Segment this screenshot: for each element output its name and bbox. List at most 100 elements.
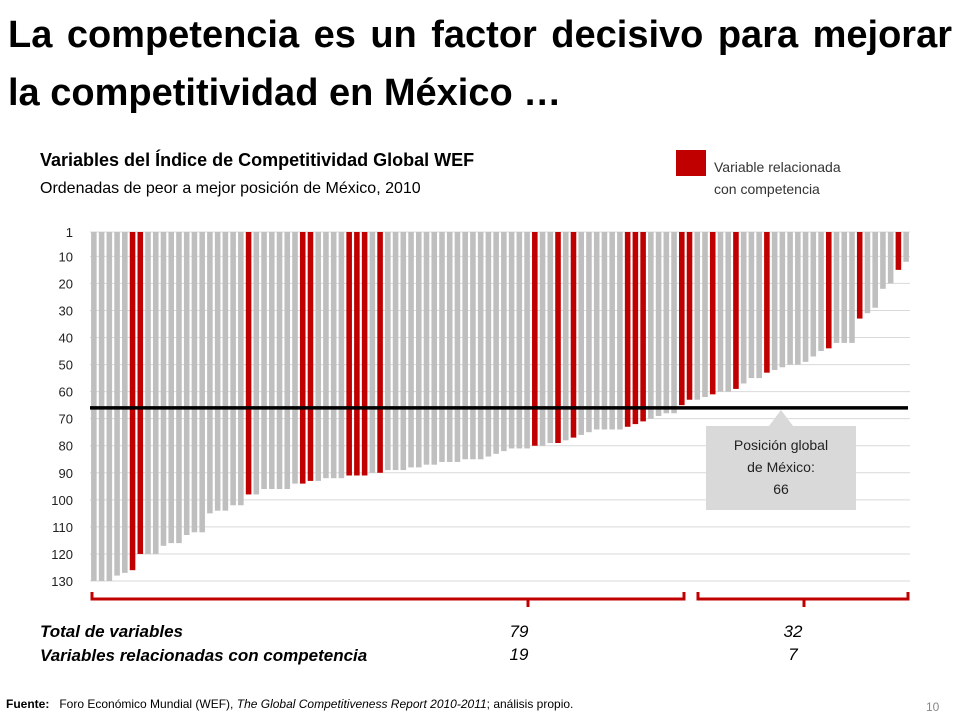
bar	[230, 232, 236, 506]
bar	[756, 232, 762, 379]
bar-competition	[825, 232, 832, 349]
callout-line3: 66	[773, 481, 789, 497]
callout-line2: de México:	[747, 459, 815, 475]
summary-related-label: Variables relacionadas con competencia	[40, 646, 368, 665]
bar	[648, 232, 654, 419]
summary-left-total: 79	[509, 622, 529, 641]
bar-competition	[299, 232, 306, 484]
page-title: La competencia es un factor decisivo par…	[8, 14, 952, 114]
bar	[338, 232, 345, 479]
bar	[501, 232, 507, 452]
bar-competition	[686, 232, 693, 400]
bar	[415, 232, 422, 468]
y-tick-label: 10	[59, 249, 73, 264]
bar	[446, 232, 453, 462]
bar	[292, 232, 298, 484]
bar-competition	[346, 232, 352, 476]
bar	[439, 232, 445, 462]
bar	[887, 232, 894, 284]
chart-subtitle: Ordenadas de peor a mejor posición de Mé…	[40, 180, 421, 197]
bar	[578, 232, 585, 435]
y-tick-label: 70	[59, 412, 73, 427]
source-note: Fuente: Foro Económico Mundial (WEF), The…	[6, 697, 573, 711]
bar	[609, 232, 615, 430]
bar-competition	[570, 232, 577, 438]
bar	[462, 232, 468, 460]
bar	[176, 232, 182, 544]
bar	[771, 232, 778, 370]
bar	[369, 232, 376, 473]
bracket-left	[90, 592, 686, 601]
summary-left-related: 19	[509, 645, 529, 664]
bar	[539, 232, 546, 446]
bar	[145, 232, 151, 554]
bar	[470, 232, 476, 460]
y-tick-label: 110	[52, 520, 73, 535]
bar	[586, 232, 592, 433]
bar	[748, 232, 755, 379]
source-report-title: The Global Competitiveness Report 2010-2…	[236, 697, 487, 711]
bar	[872, 232, 878, 308]
legend-label-line1: Variable relacionada	[714, 159, 841, 175]
summary-total-label: Total de variables	[40, 622, 183, 641]
bar	[740, 232, 747, 384]
source-text: Foro Económico Mundial (WEF),	[59, 697, 237, 711]
bar	[547, 232, 554, 444]
bar-competition	[624, 232, 631, 427]
bar	[562, 232, 569, 441]
bar	[795, 232, 801, 365]
bar-competition	[377, 232, 383, 473]
callout-arrow	[769, 410, 793, 426]
mexico-position-callout: Posición global de México: 66	[706, 410, 856, 510]
bar	[849, 232, 855, 343]
bar-competition	[555, 232, 561, 444]
bar	[833, 232, 840, 343]
bar	[524, 232, 530, 449]
bar	[485, 232, 492, 457]
bar	[276, 232, 283, 490]
bar	[864, 232, 871, 314]
y-tick-label: 1	[66, 225, 73, 240]
bar	[122, 232, 128, 573]
bar	[431, 232, 438, 465]
y-tick-label: 90	[59, 466, 73, 481]
legend-swatch	[676, 150, 706, 176]
bar	[160, 232, 167, 546]
summary-right-related: 7	[788, 645, 798, 664]
bar-competition	[895, 232, 902, 270]
bar-competition	[137, 232, 144, 554]
bar	[787, 232, 793, 365]
bar-competition	[856, 232, 863, 319]
bar	[508, 232, 515, 449]
y-tick-label: 50	[59, 358, 73, 373]
bar	[423, 232, 430, 465]
bar	[454, 232, 461, 462]
bar	[152, 232, 159, 554]
bar-competition	[245, 232, 252, 495]
bar-competition	[307, 232, 314, 481]
bar	[477, 232, 484, 460]
y-tick-label: 130	[51, 574, 73, 589]
bar	[725, 232, 731, 392]
bar	[810, 232, 817, 357]
bar	[841, 232, 848, 343]
bar	[880, 232, 886, 289]
source-label: Fuente:	[6, 697, 50, 711]
y-tick-label: 40	[59, 331, 73, 346]
legend-label-line2: con competencia	[714, 181, 820, 197]
bar-competition	[354, 232, 360, 476]
bar	[400, 232, 407, 471]
bar	[779, 232, 786, 368]
bar	[671, 232, 677, 414]
bar	[392, 232, 399, 471]
callout-text: Posición global de México: 66	[706, 434, 856, 500]
bar	[207, 232, 213, 514]
bar	[269, 232, 275, 490]
bar	[238, 232, 244, 506]
callout-box	[706, 426, 856, 510]
y-tick-label: 20	[59, 276, 73, 291]
bar	[663, 232, 670, 414]
bar-competition	[632, 232, 639, 425]
bar-competition	[640, 232, 646, 422]
